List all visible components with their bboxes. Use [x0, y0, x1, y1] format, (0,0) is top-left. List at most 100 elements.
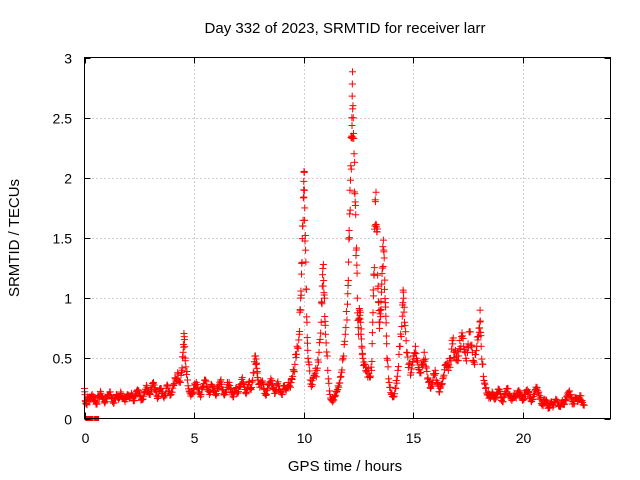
data-point [181, 343, 189, 351]
data-point [290, 368, 298, 376]
data-point [446, 363, 454, 371]
data-point [367, 372, 375, 380]
data-point [188, 389, 196, 397]
data-point [377, 313, 385, 321]
data-point [296, 327, 304, 335]
data-point [472, 351, 480, 359]
data-point [402, 328, 410, 336]
y-tick-label: 2.5 [53, 111, 73, 127]
data-point [379, 264, 387, 272]
data-point [567, 391, 575, 399]
data-point [411, 349, 419, 357]
data-point [324, 375, 332, 383]
data-point [385, 378, 393, 386]
data-point [302, 258, 310, 266]
data-point [169, 381, 177, 389]
data-point [379, 243, 387, 251]
data-point [355, 314, 363, 322]
data-point [347, 165, 355, 173]
data-point [431, 371, 439, 379]
data-point [300, 177, 308, 185]
data-point [386, 383, 394, 391]
y-tick-label: 0.5 [53, 351, 73, 367]
data-point [134, 386, 142, 394]
data-point [342, 324, 350, 332]
data-point [378, 280, 386, 288]
data-point [481, 380, 489, 388]
data-point [339, 356, 347, 364]
data-point [242, 390, 250, 398]
data-point [379, 236, 387, 244]
data-point [476, 318, 484, 326]
data-point [366, 374, 374, 382]
data-point [383, 356, 391, 364]
data-point [321, 321, 329, 329]
data-point [304, 354, 312, 362]
data-point [274, 378, 282, 386]
data-point [530, 391, 538, 399]
data-point [331, 392, 339, 400]
data-point [382, 312, 390, 320]
data-point [267, 380, 275, 388]
data-point [420, 348, 428, 356]
data-point [353, 244, 361, 252]
data-point [549, 403, 557, 411]
data-point [504, 385, 512, 393]
data-point [319, 282, 327, 290]
data-point [336, 373, 344, 381]
data-point [542, 396, 550, 404]
x-tick-label: 15 [406, 430, 422, 446]
data-point [374, 271, 382, 279]
data-point [404, 364, 412, 372]
data-point [474, 336, 482, 344]
data-point [380, 285, 388, 293]
data-point [516, 388, 524, 396]
data-point [217, 376, 225, 384]
data-point [382, 332, 390, 340]
data-point [368, 357, 376, 365]
data-point [352, 211, 360, 219]
data-point [346, 186, 354, 194]
data-point [346, 206, 354, 214]
data-point [553, 398, 561, 406]
data-point [184, 376, 192, 384]
data-point [345, 258, 353, 266]
data-point [202, 378, 210, 386]
data-point [420, 356, 428, 364]
data-point [312, 373, 320, 381]
data-point [457, 333, 465, 341]
data-point [480, 379, 488, 387]
data-point [300, 168, 308, 176]
data-point [400, 303, 408, 311]
data-point [317, 329, 325, 337]
data-point [369, 309, 377, 317]
data-point [340, 352, 348, 360]
data-point [455, 352, 463, 360]
data-point [412, 350, 420, 358]
x-tick-label: 10 [297, 430, 313, 446]
data-point [529, 396, 537, 404]
data-point [322, 339, 330, 347]
data-point [340, 341, 348, 349]
data-point [403, 349, 411, 357]
data-point [213, 390, 221, 398]
data-point [348, 92, 356, 100]
data-point [103, 395, 111, 403]
data-point [253, 368, 261, 376]
data-point [402, 337, 410, 345]
data-point [117, 388, 125, 396]
data-point [423, 367, 431, 375]
data-point [181, 357, 189, 365]
data-point [164, 382, 172, 390]
data-point [319, 271, 327, 279]
data-point [385, 375, 393, 383]
data-point [243, 388, 251, 396]
data-point [525, 388, 533, 396]
data-point [374, 282, 382, 290]
data-point [193, 381, 201, 389]
data-point [396, 342, 404, 350]
data-point [348, 80, 356, 88]
data-point [351, 190, 359, 198]
data-point [263, 387, 271, 395]
